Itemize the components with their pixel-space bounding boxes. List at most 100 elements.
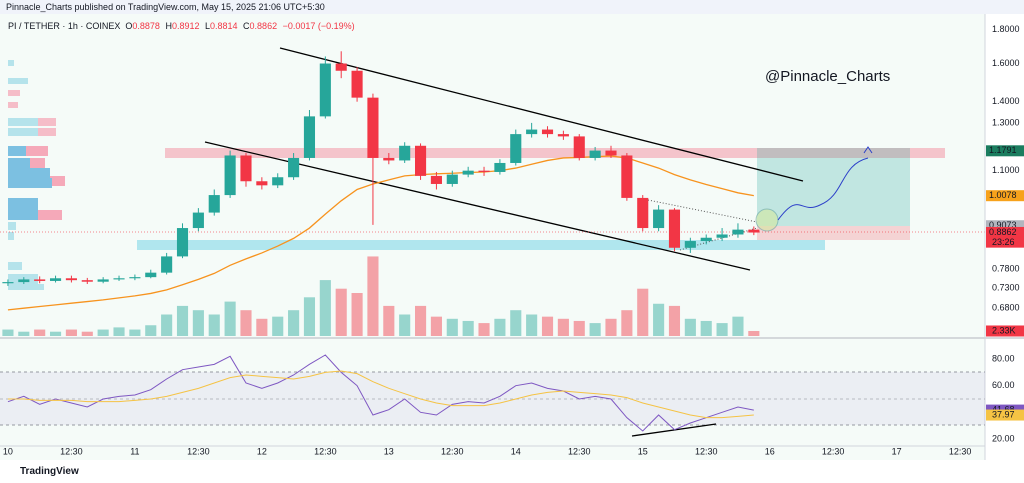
x-tick-label: 16	[765, 446, 775, 456]
candle-body	[605, 150, 617, 156]
divergence-line	[631, 423, 717, 437]
y-tick-label: 0.7300	[992, 282, 1020, 292]
x-tick-label: 12:30	[314, 446, 337, 456]
volume-bar	[81, 331, 93, 336]
forecast-path	[777, 157, 869, 221]
candle-body	[176, 228, 189, 257]
volume-bar	[541, 316, 554, 336]
volume-bar	[653, 303, 665, 336]
candle-body	[129, 277, 141, 279]
price-label: 0.8862	[989, 227, 1017, 237]
price-label-box	[986, 190, 1024, 202]
price-label: 0.9073	[989, 220, 1017, 230]
volume-bar	[113, 327, 125, 336]
volume-bar	[129, 329, 141, 336]
candle-body	[668, 209, 681, 248]
x-tick-label: 12:30	[949, 446, 972, 456]
volume-bar	[34, 329, 46, 336]
candle-body	[335, 63, 347, 71]
volume-bar	[383, 305, 395, 336]
candle-body	[97, 279, 109, 282]
price-label: 1.1791	[989, 145, 1017, 155]
y-tick-label: 1.6000	[992, 58, 1020, 68]
y-tick-label: 1.4000	[992, 96, 1020, 106]
x-tick-label: 12:30	[822, 446, 845, 456]
y-tick-label: 1.8000	[992, 24, 1020, 34]
x-tick-label: 12:30	[568, 446, 591, 456]
x-tick-label: 12	[257, 446, 267, 456]
candle-body	[462, 170, 474, 175]
x-tick-label: 15	[638, 446, 648, 456]
volume-bar	[462, 320, 474, 336]
x-tick-label: 14	[511, 446, 521, 456]
volume-bar	[97, 329, 109, 336]
volume-bar	[192, 310, 204, 336]
volume-bar	[176, 305, 189, 336]
x-tick-label: 12:30	[60, 446, 83, 456]
ohlc-value: 0.8814	[210, 21, 238, 31]
candle-body	[192, 212, 204, 229]
candle-body	[288, 157, 300, 178]
footer: TradingView	[0, 460, 1024, 483]
wedge-line	[647, 199, 758, 223]
candle-body	[145, 272, 157, 278]
channel-upper	[279, 47, 804, 182]
candle-body	[383, 157, 395, 161]
candle-body	[621, 155, 633, 198]
candle-body	[430, 175, 442, 184]
candle-body	[272, 177, 284, 186]
volume-bar	[700, 320, 712, 336]
volume-bar	[589, 323, 601, 336]
candle-body	[49, 278, 62, 281]
volume-bar	[415, 305, 427, 336]
candle-body	[113, 278, 125, 280]
candle-body	[303, 116, 316, 158]
price-label-box	[986, 220, 1024, 232]
candle-body	[716, 234, 728, 238]
candle-body	[18, 279, 30, 283]
volume-bar	[240, 310, 252, 336]
x-tick-label: 12:30	[187, 446, 210, 456]
x-tick-label: 13	[384, 446, 394, 456]
price-label-box	[986, 145, 1024, 157]
volume-bar	[637, 288, 649, 336]
candle-body	[494, 162, 506, 172]
x-tick-label: 11	[130, 446, 139, 456]
candle-body	[700, 237, 712, 242]
x-tick-label: 17	[892, 446, 902, 456]
candle-body	[208, 195, 220, 213]
candle-body	[65, 278, 77, 281]
candle-body	[161, 256, 173, 273]
header: Pinnacle_Charts published on TradingView…	[0, 0, 1024, 14]
candle-body	[478, 170, 490, 172]
volume-bar	[319, 280, 331, 336]
ohlc-key: C	[243, 21, 250, 31]
volume-bar	[335, 288, 347, 336]
ohlc-key: L	[204, 21, 210, 31]
rsi-tick-label: 60.00	[992, 380, 1015, 390]
resistance-zone	[165, 148, 945, 158]
change: −0.0017 (−0.19%)	[282, 21, 355, 31]
price-label: 1.0078	[989, 190, 1017, 200]
y-tick-label: 0.7800	[992, 263, 1020, 273]
candle-body	[81, 280, 93, 282]
candle-body	[399, 145, 411, 161]
volume-bar	[716, 323, 728, 336]
volume-bar	[446, 318, 458, 336]
volume-bar	[668, 305, 681, 336]
stop-box	[757, 226, 910, 240]
candle-body	[557, 134, 569, 137]
candle-body	[637, 197, 649, 229]
candle-body	[510, 134, 522, 163]
volume-bar	[145, 325, 157, 336]
ohlc-value: 0.8878	[132, 21, 160, 31]
candle-body	[351, 70, 363, 98]
volume-bar	[510, 310, 522, 336]
volume-bar	[351, 293, 363, 336]
candle-body	[541, 129, 554, 135]
ohlc-value: 0.8862	[249, 21, 278, 31]
volume-bar	[557, 318, 569, 336]
candle-body	[256, 181, 268, 186]
